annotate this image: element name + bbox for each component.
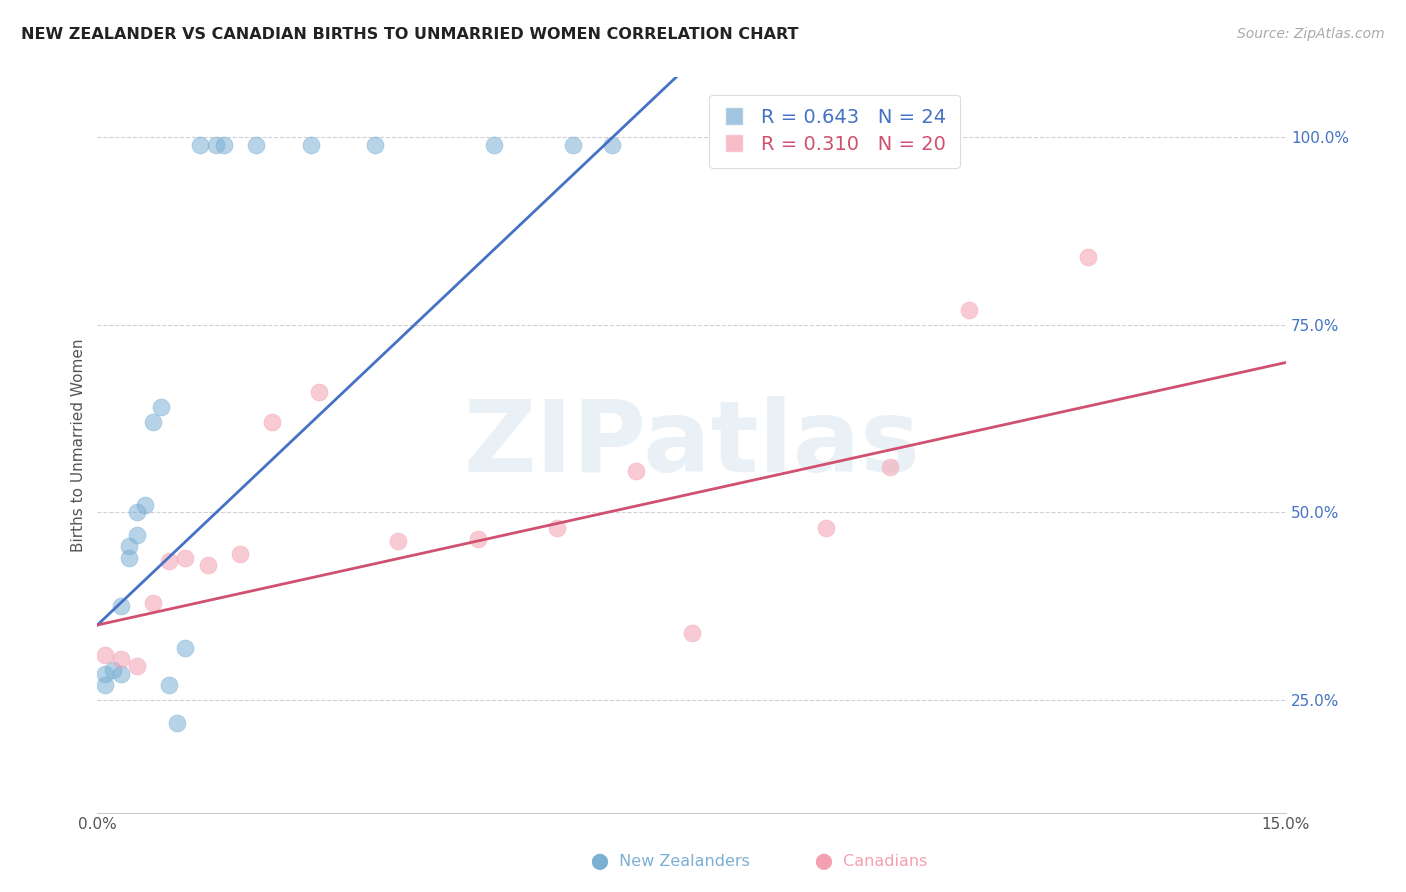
Point: [467, 532, 489, 546]
Point: [125, 528, 148, 542]
Point: [602, 137, 624, 152]
Point: [482, 137, 505, 152]
Point: [1077, 251, 1099, 265]
Point: [229, 547, 252, 561]
Point: [157, 554, 180, 568]
Point: [94, 648, 117, 662]
Point: [118, 550, 141, 565]
Point: [142, 416, 165, 430]
Point: [142, 595, 165, 609]
Point: [118, 539, 141, 553]
Point: [173, 550, 195, 565]
Text: Source: ZipAtlas.com: Source: ZipAtlas.com: [1237, 27, 1385, 41]
Point: [103, 663, 125, 677]
Y-axis label: Births to Unmarried Women: Births to Unmarried Women: [72, 338, 86, 552]
Point: [190, 137, 212, 152]
Point: [134, 498, 156, 512]
Point: [125, 506, 148, 520]
Point: [957, 303, 980, 318]
Point: [110, 599, 132, 614]
Point: [157, 678, 180, 692]
Point: [299, 137, 322, 152]
Point: [212, 137, 235, 152]
Point: [205, 137, 228, 152]
Point: [624, 464, 647, 478]
Point: [245, 137, 267, 152]
Point: [125, 659, 148, 673]
Text: NEW ZEALANDER VS CANADIAN BIRTHS TO UNMARRIED WOMEN CORRELATION CHART: NEW ZEALANDER VS CANADIAN BIRTHS TO UNMA…: [21, 27, 799, 42]
Point: [166, 715, 188, 730]
Point: [735, 841, 758, 855]
Point: [260, 416, 283, 430]
Point: [110, 652, 132, 666]
Text: ⬤  New Zealanders: ⬤ New Zealanders: [591, 854, 749, 870]
Point: [110, 666, 132, 681]
Point: [387, 534, 409, 549]
Point: [94, 666, 117, 681]
Point: [815, 520, 838, 534]
Point: [546, 520, 568, 534]
Point: [681, 625, 703, 640]
Point: [308, 385, 330, 400]
Point: [363, 137, 385, 152]
Text: ZIPatlas: ZIPatlas: [463, 396, 920, 493]
Point: [561, 137, 583, 152]
Point: [173, 640, 195, 655]
Legend: R = 0.643   N = 24, R = 0.310   N = 20: R = 0.643 N = 24, R = 0.310 N = 20: [709, 95, 960, 168]
Point: [197, 558, 219, 572]
Point: [149, 401, 172, 415]
Point: [94, 678, 117, 692]
Point: [879, 460, 901, 475]
Text: ⬤  Canadians: ⬤ Canadians: [815, 854, 928, 870]
